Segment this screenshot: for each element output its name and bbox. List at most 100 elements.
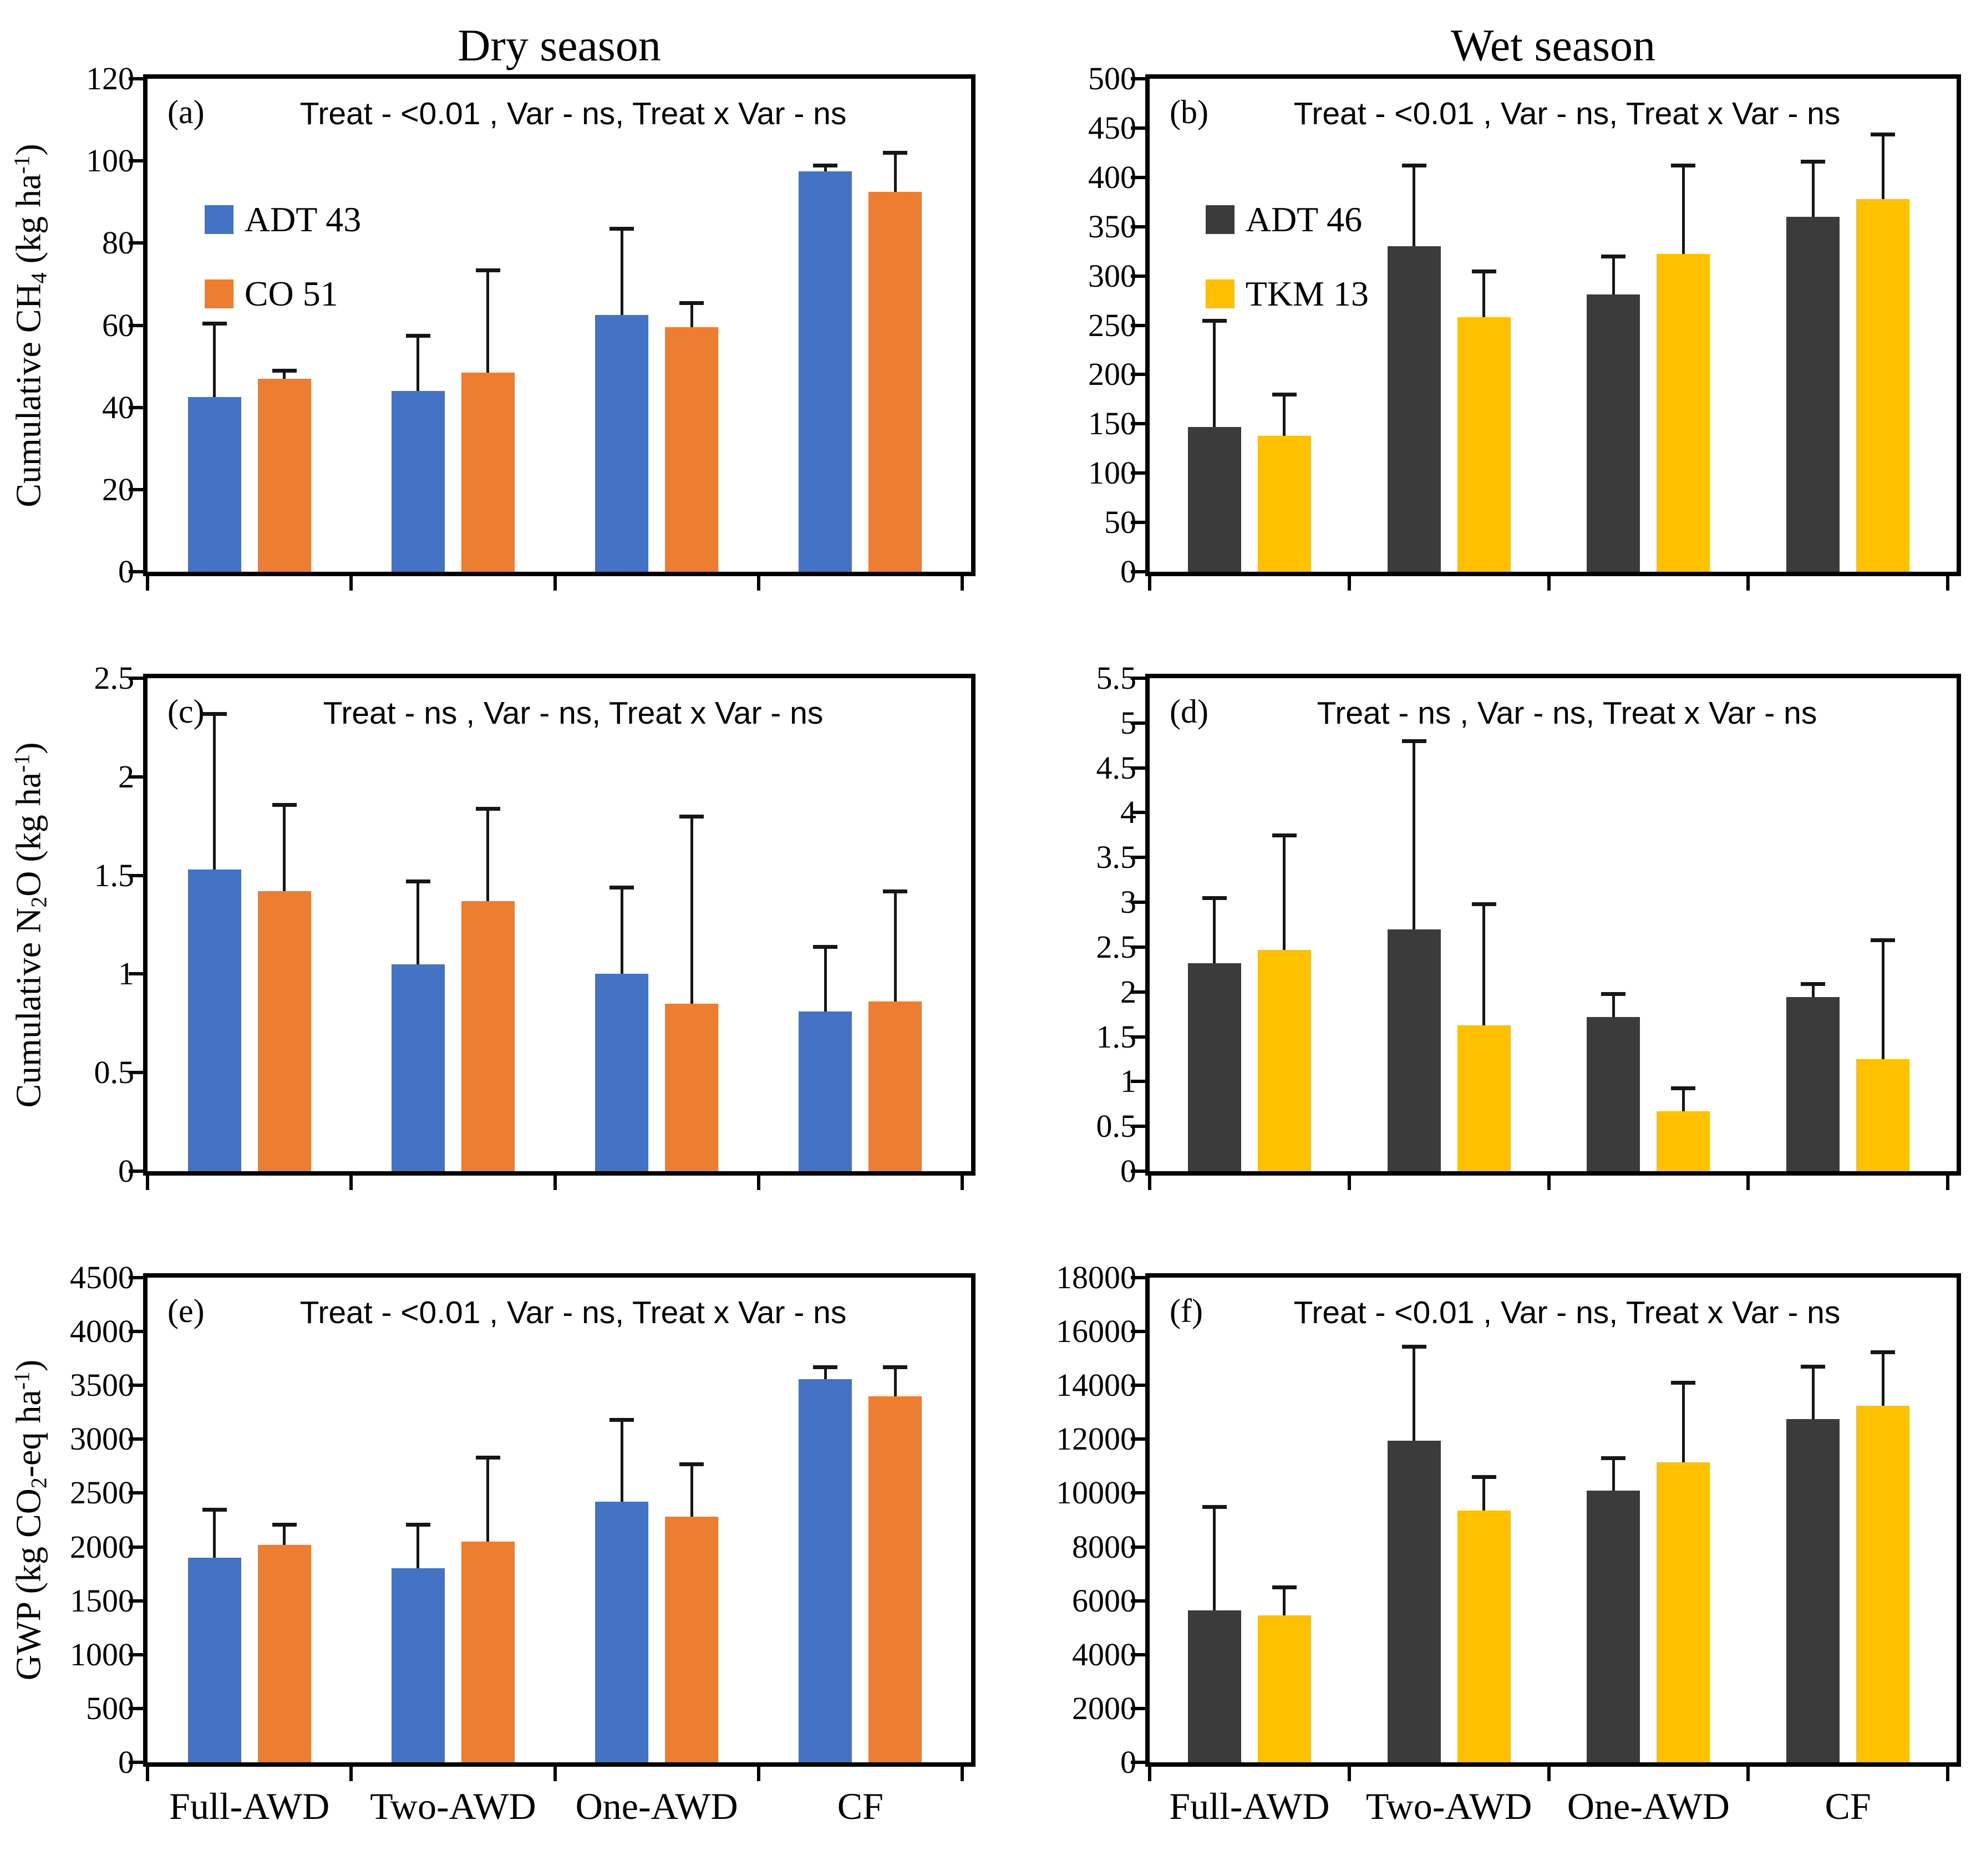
error-bar-cap — [1471, 1475, 1496, 1480]
y-tick-mark — [1131, 721, 1145, 725]
error-bar-cap — [475, 806, 500, 811]
error-bar-cap — [1471, 902, 1496, 907]
y-tick-mark — [1131, 1080, 1145, 1084]
error-bar — [1213, 898, 1216, 964]
error-bar-cap — [609, 885, 634, 889]
column-titles: Dry season Wet season — [0, 17, 1971, 74]
column-title-wet-season: Wet season — [1450, 20, 1656, 70]
bar-adt-43-one-awd — [595, 314, 649, 572]
error-bar — [690, 816, 693, 1004]
y-tick-label: 12000 — [1056, 1421, 1136, 1457]
bar-adt-43-one-awd — [595, 1501, 649, 1762]
y-axis-label: Cumulative N2O (kg ha-1) — [0, 674, 60, 1176]
y-tick-mark — [1131, 1125, 1145, 1128]
error-bar-cap — [1871, 1350, 1896, 1354]
error-bar — [1811, 161, 1815, 217]
bar-tkm-13-full-awd — [1257, 949, 1311, 1171]
x-tick-mark — [349, 1176, 353, 1190]
y-tick-mark — [129, 159, 143, 163]
error-bar-cap — [475, 268, 500, 272]
bar-adt-46-two-awd — [1387, 246, 1441, 572]
error-bar — [1612, 993, 1615, 1017]
y-tick-mark — [1131, 521, 1145, 525]
bar-adt-43-full-awd — [187, 397, 241, 572]
plot-column: (d) Treat - ns , Var - ns, Treat x Var - … — [1131, 674, 1971, 1190]
y-axis-label-text: Cumulative CH4 (kg ha-1) — [8, 143, 52, 507]
error-bar-cap — [813, 1365, 838, 1370]
plot-area: (f) Treat - <0.01 , Var - ns, Treat x Var… — [1131, 1273, 1961, 1781]
error-bar-cap — [1601, 1456, 1626, 1461]
legend-item-tkm-13: TKM 13 — [1205, 276, 1369, 312]
y-tick-label: 16000 — [1056, 1313, 1136, 1350]
y-tick-label: 14000 — [1056, 1367, 1136, 1404]
error-bar — [690, 1464, 693, 1517]
y-tick-mark — [1131, 1599, 1145, 1603]
y-tick-mark — [1131, 1761, 1145, 1764]
plot-area: (b) Treat - <0.01 , Var - ns, Treat x Var… — [1131, 74, 1961, 591]
error-bar-cap — [1202, 1504, 1227, 1509]
y-tick-label: 1.5 — [94, 857, 135, 893]
plot-area: (a) Treat - <0.01 , Var - ns, Treat x Var… — [129, 74, 976, 591]
error-bar-cap — [1272, 833, 1297, 837]
y-tick-mark — [1131, 677, 1145, 680]
row-ch4: Cumulative CH4 (kg ha-1) 0 20 40 60 80 100 120(… — [0, 63, 1971, 591]
error-bar-cap — [405, 879, 430, 884]
bar-adt-46-cf — [1786, 216, 1840, 572]
error-bar-cap — [1801, 1365, 1826, 1369]
x-tick-mark — [1746, 576, 1750, 591]
row-gwp: GWP (kg CO2-eq ha-1) 0 500 1000 1500 2000 2500… — [0, 1262, 1971, 1844]
y-tick-label: 250 — [1088, 307, 1136, 343]
y-tick-mark — [129, 1761, 143, 1764]
y-tick-label: 2.5 — [94, 660, 135, 696]
y-tick-labels: 0 500 1000 1500 2000 2500 3000 3500 4000 4500 — [60, 1262, 143, 1778]
y-tick-label: 6000 — [1072, 1582, 1136, 1619]
error-bar-cap — [405, 1522, 430, 1527]
chart-panel-f: 0 2000 4000 6000 8000 10000 12000 14000 16000 180… — [986, 1262, 1971, 1844]
y-tick-label: 4000 — [1072, 1636, 1136, 1672]
y-tick-mark — [1131, 1545, 1145, 1549]
y-axis-label: GWP (kg CO2-eq ha-1) — [0, 1273, 60, 1767]
y-tick-label: 100 — [86, 143, 134, 179]
bar-co-51-two-awd — [461, 901, 515, 1171]
y-tick-mark — [1131, 990, 1145, 994]
error-bar — [1482, 271, 1486, 318]
y-tick-label: 120 — [86, 60, 134, 96]
x-category-label-cf: CF — [837, 1785, 883, 1827]
y-tick-mark — [129, 972, 143, 976]
error-bar-cap — [1601, 992, 1626, 996]
y-tick-mark — [1131, 422, 1145, 426]
y-tick-label: 0.5 — [94, 1054, 135, 1091]
y-tick-mark — [129, 1491, 143, 1495]
bar-adt-46-one-awd — [1587, 1017, 1640, 1171]
y-tick-labels: 0 2000 4000 6000 8000 10000 12000 14000 16000 180… — [1040, 1262, 1145, 1778]
bar-tkm-13-full-awd — [1257, 435, 1311, 572]
y-tick-mark — [129, 570, 143, 573]
error-bar — [486, 808, 490, 901]
x-tick-mark — [961, 1176, 964, 1190]
panel-letter: (c) — [167, 693, 205, 730]
plot-column: (a) Treat - <0.01 , Var - ns, Treat x Var… — [129, 74, 986, 591]
x-tick-mark — [146, 1176, 149, 1190]
bar-adt-43-two-awd — [391, 1568, 445, 1762]
y-tick-mark — [1131, 811, 1145, 815]
stats-annotation: Treat - ns , Var - ns, Treat x Var - ns — [1317, 695, 1817, 731]
error-bar-cap — [1401, 1344, 1426, 1349]
error-bar — [416, 1524, 420, 1569]
error-bar — [486, 1457, 490, 1542]
error-bar — [620, 887, 623, 974]
error-bar — [1482, 1477, 1486, 1511]
legend-item-co-51: CO 51 — [204, 276, 338, 312]
legend-swatch-co-51 — [204, 279, 233, 308]
error-bar-cap — [1401, 739, 1426, 744]
x-tick-mark — [756, 1767, 760, 1781]
x-tick-mark — [1148, 1176, 1151, 1190]
y-tick-mark — [129, 873, 143, 877]
bar-tkm-13-full-awd — [1257, 1615, 1311, 1762]
panel-letter: (d) — [1170, 693, 1208, 730]
bar-tkm-13-one-awd — [1657, 1111, 1710, 1171]
error-bar-cap — [1272, 1585, 1297, 1590]
chart-panel-e: GWP (kg CO2-eq ha-1) 0 500 1000 1500 2000 2500… — [0, 1262, 986, 1844]
bar-co-51-one-awd — [665, 1003, 719, 1171]
error-bar — [824, 165, 827, 171]
error-bar-cap — [1671, 164, 1696, 168]
